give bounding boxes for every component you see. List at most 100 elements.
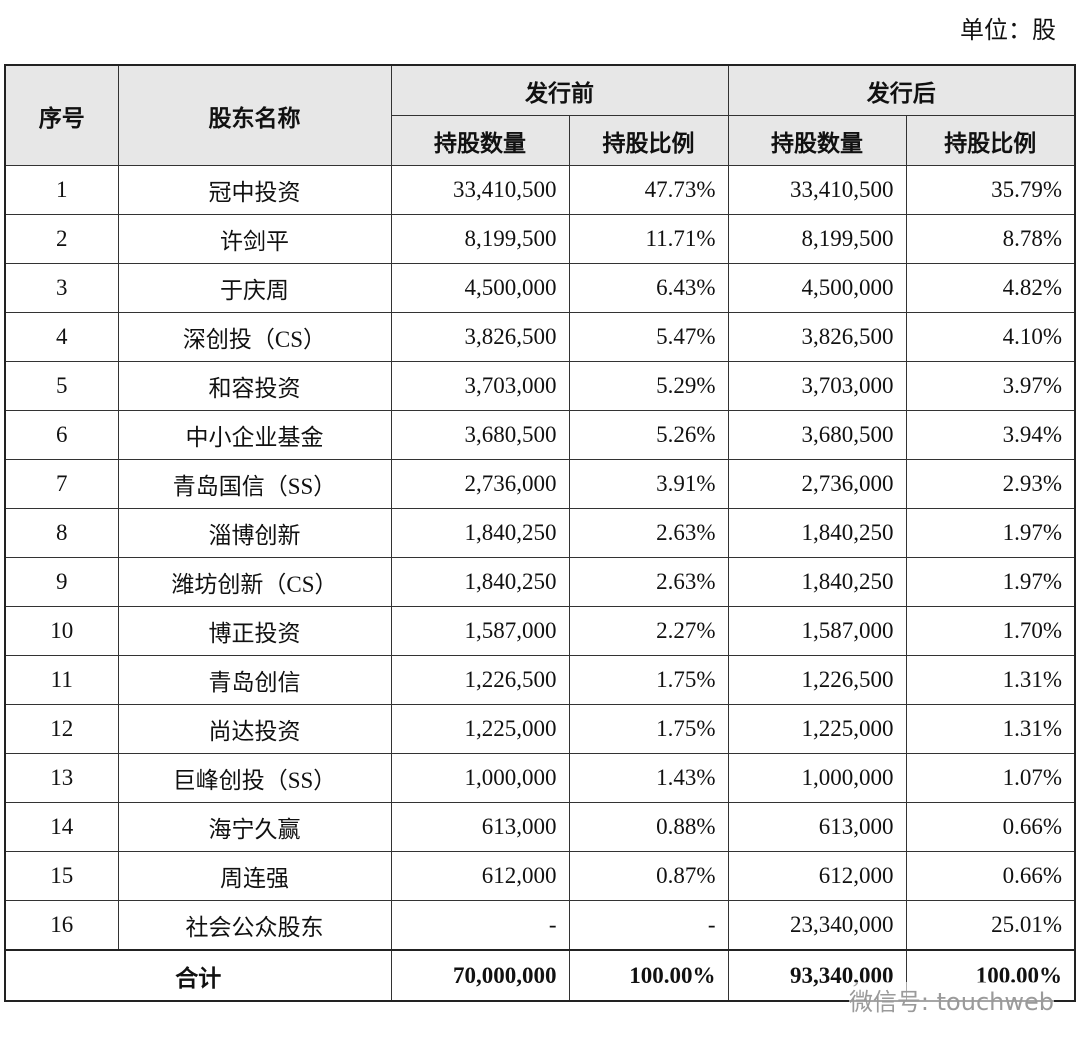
table-cell: 9	[4, 557, 119, 607]
table-cell: 4,500,000	[727, 263, 907, 313]
table-cell: 1.07%	[905, 753, 1076, 803]
table-cell: 1,840,250	[727, 508, 907, 558]
table-row: 10 博正投资 1,587,000 2.27% 1,587,000 1.70%	[4, 606, 1076, 656]
table-cell: 13	[4, 753, 119, 803]
table-row: 6 中小企业基金 3,680,500 5.26% 3,680,500 3.94%	[4, 410, 1076, 460]
table-cell: 12	[4, 704, 119, 754]
table-cell: 巨峰创投（SS）	[117, 753, 392, 803]
table-cell: 周连强	[117, 851, 392, 901]
header-cell: 发行前	[390, 64, 729, 116]
table-cell: 1.75%	[568, 704, 729, 754]
table-cell: 1,587,000	[727, 606, 907, 656]
table-row: 14 海宁久赢 613,000 0.88% 613,000 0.66%	[4, 802, 1076, 852]
table-cell: 11	[4, 655, 119, 705]
table-cell: 7	[4, 459, 119, 509]
table-cell: 3,703,000	[727, 361, 907, 411]
table-cell: 15	[4, 851, 119, 901]
table-cell: 16	[4, 900, 119, 951]
subheader-row: 持股数量 持股比例 持股数量 持股比例	[5, 115, 1076, 166]
table-cell: 1,840,250	[727, 557, 907, 607]
table-cell: 612,000	[727, 851, 907, 901]
table-cell: 2,736,000	[390, 459, 570, 509]
table-cell: 4.10%	[905, 312, 1076, 362]
table-cell: 青岛国信（SS）	[117, 459, 392, 509]
header-cell: 股东名称	[117, 64, 392, 166]
table-cell: 冠中投资	[117, 165, 392, 215]
table-cell: 8	[4, 508, 119, 558]
subheader-cell: 持股数量	[727, 115, 907, 166]
table-cell: 尚达投资	[117, 704, 392, 754]
total-cell: 合计	[4, 949, 392, 1002]
table-cell: 25.01%	[905, 900, 1076, 951]
table-cell: 11.71%	[568, 214, 729, 264]
table-cell: 613,000	[727, 802, 907, 852]
table-cell: 深创投（CS）	[117, 312, 392, 362]
table-cell: 5.29%	[568, 361, 729, 411]
table-cell: 1.43%	[568, 753, 729, 803]
table-row: 4 深创投（CS） 3,826,500 5.47% 3,826,500 4.10%	[4, 312, 1076, 362]
table-cell: 1,000,000	[390, 753, 570, 803]
table-cell: 1,840,250	[390, 557, 570, 607]
table-cell: 10	[4, 606, 119, 656]
table-row: 7 青岛国信（SS） 2,736,000 3.91% 2,736,000 2.93%	[4, 459, 1076, 509]
table-cell: 3	[4, 263, 119, 313]
table-cell: 许剑平	[117, 214, 392, 264]
shareholding-table: 序号 股东名称 发行前 发行后 持股数量 持股比例 持股数量 持股比例 1 冠中投资 33…	[4, 64, 1076, 1002]
table-cell: 3.91%	[568, 459, 729, 509]
header-cell: 序号	[4, 64, 119, 166]
table-cell: 社会公众股东	[117, 900, 392, 951]
table-cell: 于庆周	[117, 263, 392, 313]
table-cell: 33,410,500	[727, 165, 907, 215]
table-cell: 0.66%	[905, 802, 1076, 852]
table-cell: 6.43%	[568, 263, 729, 313]
table-cell: 8,199,500	[390, 214, 570, 264]
table-cell: 1.97%	[905, 557, 1076, 607]
subheader-cell: 持股比例	[568, 115, 729, 166]
table-cell: 1,226,500	[727, 655, 907, 705]
table-cell: 1	[4, 165, 119, 215]
table-cell: 47.73%	[568, 165, 729, 215]
header-row: 序号 股东名称 发行前 发行后	[4, 64, 1076, 166]
table-cell: 1,000,000	[727, 753, 907, 803]
table-cell: 35.79%	[905, 165, 1076, 215]
table-cell: 3,680,500	[727, 410, 907, 460]
table-cell: 2.63%	[568, 557, 729, 607]
table-row: 9 潍坊创新（CS） 1,840,250 2.63% 1,840,250 1.97%	[4, 557, 1076, 607]
table-cell: 8,199,500	[727, 214, 907, 264]
table-cell: 1.70%	[905, 606, 1076, 656]
table-row: 11 青岛创信 1,226,500 1.75% 1,226,500 1.31%	[4, 655, 1076, 705]
table-cell: 1,225,000	[390, 704, 570, 754]
table-cell: 3.97%	[905, 361, 1076, 411]
table-row: 12 尚达投资 1,225,000 1.75% 1,225,000 1.31%	[4, 704, 1076, 754]
table-row: 3 于庆周 4,500,000 6.43% 4,500,000 4.82%	[4, 263, 1076, 313]
table-cell: 2	[4, 214, 119, 264]
table-cell: -	[390, 900, 570, 951]
table-cell: 2.27%	[568, 606, 729, 656]
table-row: 5 和容投资 3,703,000 5.29% 3,703,000 3.97%	[4, 361, 1076, 411]
table-cell: 8.78%	[905, 214, 1076, 264]
table-cell: 1,840,250	[390, 508, 570, 558]
table-cell: 1.31%	[905, 655, 1076, 705]
table-cell: 3,826,500	[390, 312, 570, 362]
table-cell: 6	[4, 410, 119, 460]
watermark: 微信号: touchweb	[848, 982, 1054, 1017]
table-cell: 3.94%	[905, 410, 1076, 460]
table-cell: 3,826,500	[727, 312, 907, 362]
table-cell: 1.75%	[568, 655, 729, 705]
table-cell: 4	[4, 312, 119, 362]
table-cell: 1,226,500	[390, 655, 570, 705]
table-cell: 潍坊创新（CS）	[117, 557, 392, 607]
table-row: 1 冠中投资 33,410,500 47.73% 33,410,500 35.79%	[4, 165, 1076, 215]
table-cell: 612,000	[390, 851, 570, 901]
table-cell: 5.26%	[568, 410, 729, 460]
total-cell: 93,340,000	[727, 949, 907, 1002]
subheader-cell: 持股数量	[390, 115, 570, 166]
subheader-cell: 持股比例	[905, 115, 1076, 166]
table-cell: 23,340,000	[727, 900, 907, 951]
table-cell: 1.97%	[905, 508, 1076, 558]
table-cell: 1,587,000	[390, 606, 570, 656]
unit-label: 单位：股	[960, 18, 1056, 44]
table-cell: 613,000	[390, 802, 570, 852]
table-cell: 2.93%	[905, 459, 1076, 509]
total-cell: 100.00%	[568, 949, 729, 1002]
